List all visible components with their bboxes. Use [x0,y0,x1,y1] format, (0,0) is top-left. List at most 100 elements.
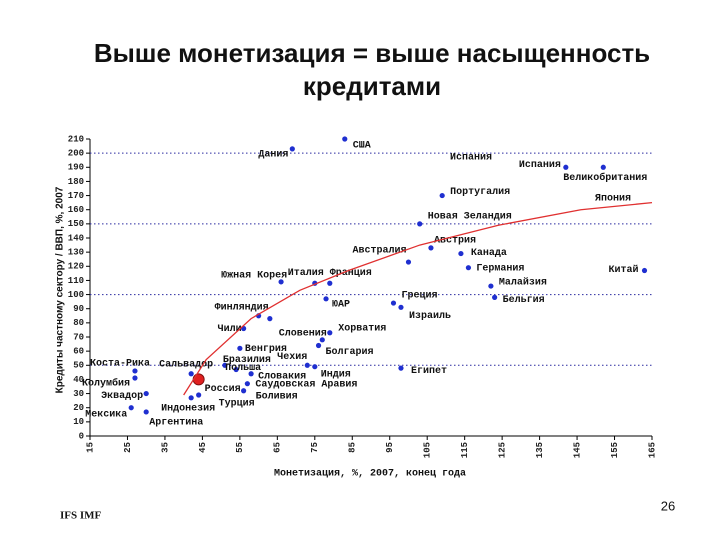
point-label: Мексика [85,409,127,420]
point-label: Бразилия [223,355,271,366]
point-label: Россия [205,384,241,395]
point [289,146,295,152]
point [319,337,325,343]
point [143,409,149,415]
point [428,245,434,251]
x-axis-label: Монетизация, %, 2007, конец года [274,469,466,480]
y-tick-label: 10 [73,417,84,427]
point [315,342,322,349]
y-tick-label: 20 [73,403,84,413]
point-label: Малайзия [499,277,547,289]
y-axis-label: Кредиты частному сектору / ВВП, %, 2007 [55,186,66,393]
point-label: Сальвадор [159,359,213,370]
x-tick-label: 125 [498,442,508,458]
x-tick-label: 95 [385,442,395,453]
x-tick-label: 45 [198,442,208,453]
point-label: Хорватия [338,323,386,334]
point [237,345,243,351]
point-label: Боливия [256,391,298,402]
point [563,164,569,170]
point-label: Франция [330,268,372,279]
point-label: Египет [411,366,447,377]
x-tick-label: 15 [85,442,95,453]
y-tick-label: 50 [73,361,84,371]
point [233,366,239,373]
y-tick-label: 80 [73,318,84,328]
y-tick-label: 170 [68,191,84,201]
x-tick-label: 165 [647,442,657,458]
y-tick-label: 30 [73,389,84,399]
point [312,364,318,370]
point [641,267,648,274]
point-label: ЮАР [332,299,350,310]
point [600,164,606,170]
point-label: Новая Зеландия [428,211,512,222]
point-label: Турция [219,399,255,410]
title-line: кредитами [303,71,441,101]
x-tick-label: 155 [610,442,620,458]
point [405,259,412,265]
point [241,388,247,394]
y-tick-label: 140 [68,233,84,243]
point-label: Эквадор [101,391,143,402]
point-label: Бельгия [503,295,545,306]
point-label: Венгрия [245,344,287,355]
point-label: Индонезия [161,403,215,414]
point-label: Чили [218,324,242,335]
y-tick-label: 130 [68,248,84,258]
point [398,365,404,371]
point-label: Израиль [409,311,451,322]
point-label: Испания [519,160,561,171]
point-label: Индия [321,369,351,380]
y-tick-label: 190 [68,163,84,173]
highlight-point [192,373,205,386]
x-tick-label: 25 [123,442,133,453]
point-label: Греция [401,291,437,302]
point-label: Китай [608,264,638,276]
page-number: 26 [661,498,675,513]
x-tick-label: 105 [423,442,433,458]
point-label: Саудовская Аравия [255,379,357,390]
point-label: Южная Корея [221,270,287,281]
trend-line [183,201,653,396]
point [327,280,333,286]
y-tick-label: 210 [68,134,84,144]
point-label: Колумбия [82,377,130,390]
x-tick-label: 115 [460,442,470,458]
point [143,390,149,397]
point [188,395,194,401]
annotation: Япония [595,194,631,205]
point-label: Словакия [258,371,306,382]
point-label: Польша [225,363,261,374]
point-label: Словения [279,328,327,339]
point [278,279,284,285]
point-label: Австрия [434,236,476,247]
point [222,362,228,368]
point-label: США [353,141,371,152]
point [132,375,138,381]
point-label: Аргентина [149,418,203,429]
point-label: Дания [258,150,288,161]
point [398,304,404,310]
y-tick-label: 70 [73,332,84,342]
point [188,371,194,377]
point [323,296,329,302]
y-tick-label: 100 [68,290,84,300]
point [465,265,472,271]
x-tick-label: 85 [348,442,358,453]
y-tick-label: 150 [68,219,84,229]
y-tick-label: 90 [73,304,84,314]
point [248,371,254,377]
x-tick-label: 35 [160,442,170,453]
point [132,368,138,374]
point [439,192,445,199]
point-label: Австралия [352,246,406,257]
y-tick-label: 0 [79,431,84,441]
point-label: Великобритания [563,171,647,184]
x-tick-label: 75 [310,442,320,453]
point [267,316,273,322]
point [488,283,494,289]
point-label: Канада [471,248,507,259]
y-tick-label: 120 [68,262,84,272]
point-label: Италия [288,268,324,279]
